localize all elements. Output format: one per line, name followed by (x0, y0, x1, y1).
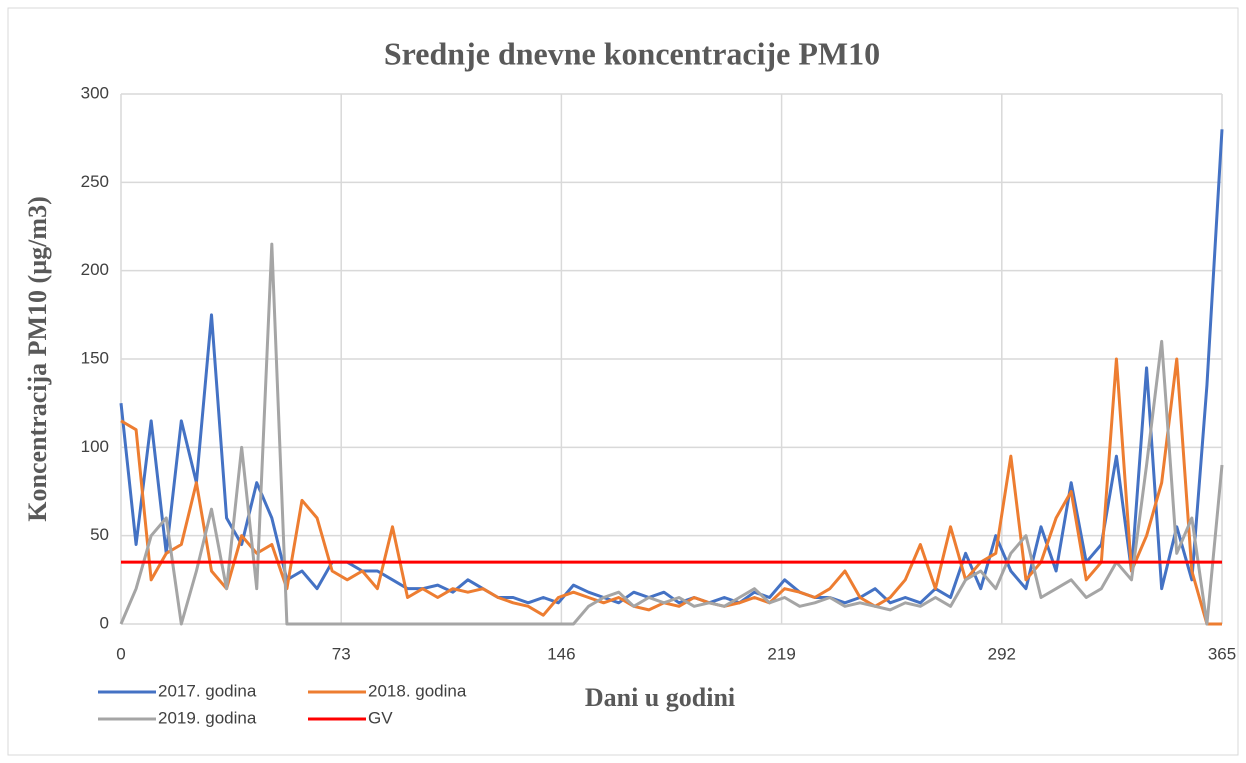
chart-title: Srednje dnevne koncentracije PM10 (384, 35, 880, 71)
series-line (119, 242, 1224, 626)
legend-label: 2017. godina (158, 681, 257, 700)
x-tick-label: 146 (547, 644, 575, 663)
y-tick-label: 250 (81, 172, 109, 191)
x-tick-label: 0 (116, 644, 125, 663)
legend-label: 2019. godina (158, 708, 257, 727)
x-tick-label: 219 (767, 644, 795, 663)
chart-border (7, 7, 1239, 756)
x-tick-label: 365 (1208, 644, 1236, 663)
y-tick-label: 100 (81, 437, 109, 456)
legend-label: GV (368, 708, 393, 727)
x-axis-label: Dani u godini (585, 683, 735, 712)
y-tick-label: 200 (81, 260, 109, 279)
series-line (120, 357, 1222, 626)
y-axis-label: Koncentracija PM10 (µg/m3) (23, 196, 52, 521)
legend-label: 2018. godina (368, 681, 467, 700)
y-tick-label: 50 (90, 525, 109, 544)
y-tick-label: 150 (81, 348, 109, 367)
x-tick-label: 292 (988, 644, 1016, 663)
x-tick-label: 73 (332, 644, 351, 663)
y-tick-label: 0 (100, 613, 109, 632)
series-line (119, 129, 1224, 605)
y-tick-label: 300 (81, 83, 109, 102)
